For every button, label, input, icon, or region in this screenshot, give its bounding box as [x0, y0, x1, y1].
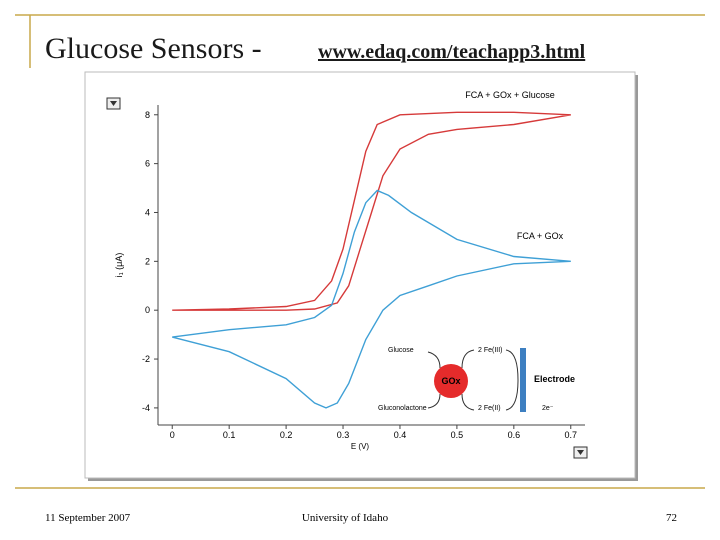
y-tick-label: 6 — [145, 159, 150, 169]
x-tick-label: 0.7 — [565, 430, 578, 440]
inset-diagram: Glucose 2 Fe(III) Gluconolactone 2 Fe(II… — [378, 347, 575, 412]
x-tick-label: 0.1 — [223, 430, 236, 440]
diagram-arrow — [505, 349, 519, 411]
diagram-arrow — [427, 349, 475, 411]
slide-title: Glucose Sensors - — [45, 32, 262, 65]
y-axis-label: i₁ (μA) — [114, 253, 124, 278]
diagram-label: GOx — [441, 376, 460, 386]
chart-frame — [84, 71, 636, 479]
footer-page: 72 — [666, 512, 677, 524]
electrode — [520, 348, 526, 412]
x-tick-label: 0.4 — [394, 430, 407, 440]
diagram-label: Electrode — [534, 374, 575, 384]
diagram-label: 2e⁻ — [542, 405, 554, 412]
annotation: FCA + GOx + Glucose — [465, 90, 555, 100]
y-tick-label: -2 — [142, 354, 150, 364]
x-axis-label: E (V) — [351, 442, 370, 451]
x-tick-label: 0 — [170, 430, 175, 440]
x-tick-label: 0.2 — [280, 430, 293, 440]
y-tick-label: 2 — [145, 256, 150, 266]
enzyme — [434, 364, 468, 398]
diagram-label: 2 Fe(III) — [478, 347, 503, 354]
x-tick-label: 0.3 — [337, 430, 350, 440]
annotation: FCA + GOx — [517, 231, 564, 241]
title-link[interactable]: www.edaq.com/teachapp3.html — [318, 41, 586, 63]
menu-arrow — [110, 101, 117, 106]
series-line — [172, 111, 571, 311]
diagram-label: Gluconolactone — [378, 405, 427, 412]
x-tick-label: 0.6 — [508, 430, 521, 440]
menu-arrow — [577, 450, 584, 455]
y-tick-label: -4 — [142, 403, 150, 413]
diagram-label: 2 Fe(II) — [478, 405, 501, 412]
diagram-label: Glucose — [388, 347, 414, 354]
x-tick-label: 0.5 — [451, 430, 464, 440]
y-tick-label: 4 — [145, 207, 150, 217]
series-line — [172, 189, 571, 409]
y-tick-label: 8 — [145, 110, 150, 120]
footer-org: University of Idaho — [302, 512, 389, 524]
footer-date: 11 September 2007 — [45, 512, 131, 524]
plot: -4 -2 0 2 4 6 8 0 0.1 0.2 0.3 0.4 0.5 0.6 0.7 E (V) i₁ (… — [114, 90, 585, 451]
y-tick-label: 0 — [145, 305, 150, 315]
